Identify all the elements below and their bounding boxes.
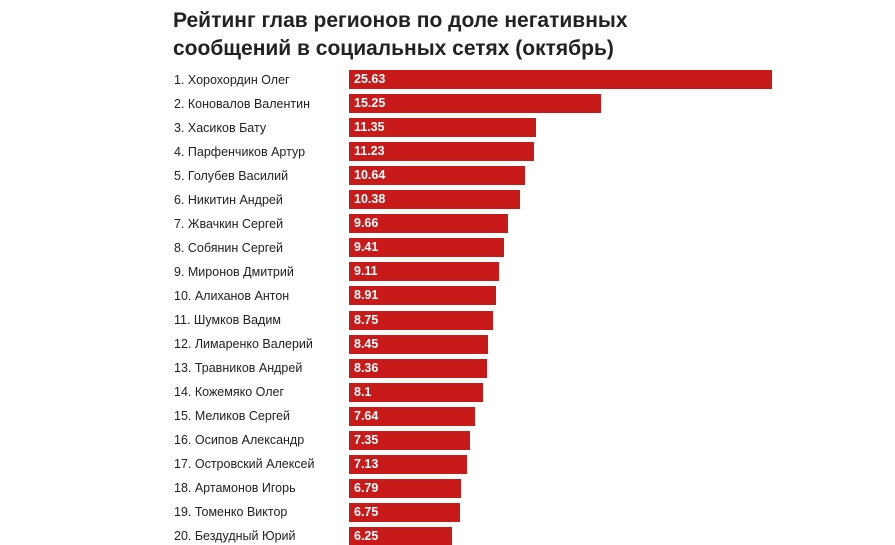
category-label: 12. Лимаренко Валерий (174, 337, 313, 352)
bar-value-label: 8.75 (354, 312, 379, 327)
bar-value-label: 6.79 (354, 480, 379, 495)
bar (349, 286, 497, 306)
category-label: 7. Жвачкин Сергей (174, 216, 284, 231)
bar-value-label: 8.45 (354, 336, 379, 351)
bar-value-label: 9.66 (354, 216, 379, 231)
category-label: 4. Парфенчиков Артур (174, 144, 306, 159)
category-label: 11. Шумков Вадим (174, 313, 281, 327)
bar (349, 406, 476, 426)
bar (349, 382, 483, 402)
category-label: 19. Томенко Виктор (174, 505, 288, 520)
category-label: 14. Кожемяко Олег (174, 385, 285, 400)
category-label: 10. Алиханов Антон (174, 288, 290, 303)
category-label: 1. Хорохордин Олег (174, 72, 290, 87)
bar-value-label: 9.41 (354, 240, 379, 255)
category-label: 8. Собянин Сергей (174, 240, 283, 255)
category-label: 15. Меликов Сергей (174, 409, 291, 424)
category-label: 18. Артамонов Игорь (174, 481, 296, 496)
bar (349, 358, 487, 378)
category-label: 5. Голубев Василий (174, 168, 289, 183)
bar (349, 502, 461, 522)
category-label: 20. Бездудный Юрий (174, 529, 296, 544)
bar-value-label: 15.25 (354, 96, 386, 111)
bar (349, 238, 505, 258)
category-label: 3. Хасиков Бату (174, 120, 267, 135)
bar-value-label: 8.91 (354, 288, 379, 303)
bar-value-label: 10.38 (354, 192, 386, 207)
bar (349, 310, 494, 330)
bar (349, 70, 772, 89)
chart-title: Рейтинг глав регионов по доле негативных… (173, 9, 628, 60)
category-label: 6. Никитин Андрей (174, 192, 283, 207)
bar-value-label: 9.11 (354, 264, 378, 279)
category-label: 17. Островский Алексей (174, 457, 315, 472)
bar-value-label: 11.23 (354, 144, 385, 159)
bar (349, 478, 462, 498)
category-label: 16. Осипов Александр (174, 433, 305, 448)
bar-value-label: 7.35 (354, 432, 379, 447)
bar (349, 526, 453, 545)
bar-value-label: 6.25 (354, 528, 379, 543)
bar (349, 142, 535, 162)
bar (349, 430, 471, 450)
bar (349, 214, 509, 234)
category-label: 2. Коновалов Валентин (174, 96, 310, 111)
bar-value-label: 10.64 (354, 168, 386, 183)
bar (349, 334, 489, 354)
bar-value-label: 11.35 (354, 120, 385, 135)
bar-value-label: 25.63 (354, 72, 386, 86)
bar-value-label: 8.1 (354, 384, 372, 399)
bar (349, 94, 601, 114)
bar (349, 118, 537, 138)
bar (349, 166, 525, 186)
bar-value-label: 7.64 (354, 408, 379, 423)
category-label: 9. Миронов Дмитрий (174, 264, 294, 279)
bar-value-label: 6.75 (354, 504, 379, 519)
category-label: 13. Травников Андрей (174, 361, 303, 376)
bar-value-label: 7.13 (354, 456, 379, 471)
bar (349, 262, 500, 282)
bar (349, 454, 467, 474)
bar (349, 190, 521, 210)
bar-value-label: 8.36 (354, 360, 379, 375)
